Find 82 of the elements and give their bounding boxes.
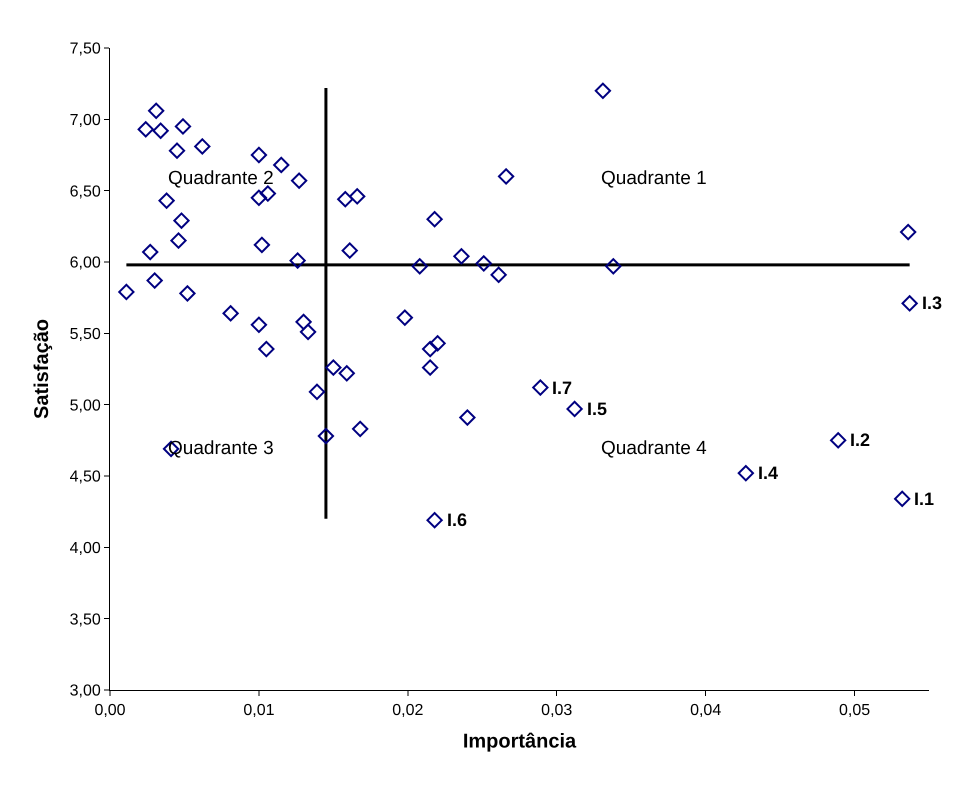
point — [900, 224, 916, 240]
point — [901, 295, 918, 312]
point — [174, 118, 192, 135]
point — [338, 365, 355, 382]
x-tick-label: 0,01 — [243, 702, 275, 720]
point — [426, 512, 443, 528]
point — [422, 340, 438, 358]
point — [138, 121, 154, 138]
annotation: I.2 — [850, 430, 870, 450]
x-tick-label: 0,04 — [690, 702, 722, 720]
y-tick-label: 3,00 — [70, 682, 101, 700]
y-tick-label: 7,00 — [70, 112, 101, 129]
point — [300, 324, 316, 340]
annotation: Quadrante 4 — [601, 438, 708, 459]
annotation: I.3 — [922, 293, 942, 313]
point — [352, 420, 368, 438]
point — [273, 156, 290, 174]
point — [490, 266, 507, 283]
y-axis-title: Satisfação — [31, 318, 54, 420]
point — [250, 146, 268, 164]
point — [250, 316, 268, 333]
y-tick-label: 4,00 — [70, 540, 101, 557]
point — [158, 192, 175, 209]
point — [566, 400, 583, 418]
point — [412, 258, 428, 274]
point — [318, 428, 334, 444]
point — [429, 335, 446, 352]
annotation: I.6 — [447, 510, 468, 530]
y-tick-label: 6,00 — [70, 254, 101, 272]
point — [532, 379, 548, 396]
point — [142, 244, 158, 260]
point — [308, 384, 326, 400]
point — [148, 102, 164, 119]
point — [258, 340, 274, 358]
x-tick-label: 0,02 — [392, 702, 424, 720]
point — [289, 252, 306, 269]
point — [222, 305, 239, 322]
point — [295, 314, 312, 330]
point — [118, 284, 135, 300]
annotation: I.7 — [552, 378, 572, 398]
point — [290, 172, 308, 189]
x-tick-label: 0,03 — [541, 702, 572, 720]
annotation: I.1 — [914, 489, 934, 509]
y-tick-label: 7,50 — [70, 40, 101, 58]
point — [254, 236, 270, 254]
point — [738, 465, 754, 482]
point — [342, 242, 358, 259]
point — [170, 232, 187, 249]
point — [396, 309, 413, 326]
annotation: I.4 — [758, 463, 778, 483]
y-tick-label: 3,50 — [70, 611, 101, 628]
point — [453, 248, 470, 264]
y-tick-label: 4,50 — [70, 468, 101, 486]
point — [152, 122, 169, 139]
point — [146, 272, 163, 289]
x-tick-label: 0,05 — [838, 702, 870, 720]
x-axis-title: Importância — [462, 730, 578, 753]
annotation: Quadrante 1 — [601, 168, 707, 189]
point — [594, 82, 612, 99]
point — [260, 185, 276, 202]
point — [325, 359, 342, 376]
annotation: Quadrante 2 — [168, 168, 274, 189]
point — [194, 138, 210, 155]
point — [422, 359, 438, 376]
point — [168, 142, 186, 159]
point — [349, 188, 366, 205]
point — [179, 285, 196, 302]
point — [426, 211, 443, 228]
point — [830, 432, 846, 448]
y-tick-label: 6,50 — [70, 183, 101, 200]
point — [250, 190, 268, 206]
point — [894, 490, 910, 507]
y-tick-label: 5,00 — [70, 397, 101, 414]
x-tick-label: 0,00 — [94, 702, 126, 720]
point — [459, 409, 476, 426]
point — [605, 258, 622, 274]
point — [498, 168, 514, 185]
annotation: I.5 — [587, 399, 608, 419]
point — [173, 212, 190, 229]
y-tick-label: 5,50 — [70, 326, 101, 343]
point — [337, 191, 354, 208]
point — [476, 255, 492, 272]
